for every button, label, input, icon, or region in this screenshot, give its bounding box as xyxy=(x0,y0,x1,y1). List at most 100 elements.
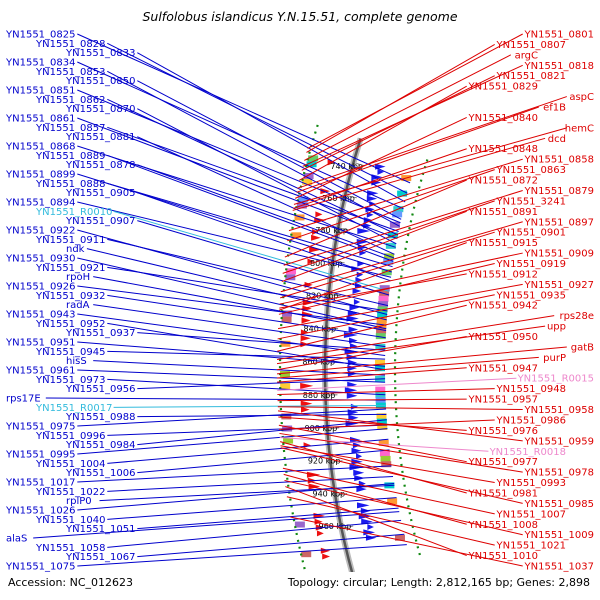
kbp-tick-mark xyxy=(347,195,357,199)
gene-label: YN1551_0993 xyxy=(496,478,567,489)
gene-label: YN1551_0850 xyxy=(65,76,136,87)
leader-line xyxy=(93,360,386,376)
leader-line xyxy=(77,428,388,455)
leader-line xyxy=(77,33,411,184)
gene-label: YN1551_0915 xyxy=(468,238,539,249)
leader-line xyxy=(77,544,407,567)
gene-label: radA xyxy=(66,300,90,311)
gene-label: alaS xyxy=(6,534,27,545)
leader-line xyxy=(107,238,389,307)
kbp-tick-label: 940 kbp xyxy=(313,489,346,498)
gene-label: YN1551_0807 xyxy=(496,40,567,51)
gene-label: YN1551_0950 xyxy=(468,332,539,343)
gene-label: YN1551_0853 xyxy=(35,67,106,78)
gene-label: YN1551_1007 xyxy=(496,509,567,520)
cog-block xyxy=(308,155,319,162)
kbp-tick-mark xyxy=(344,525,354,529)
leader-line xyxy=(278,416,467,431)
accession-text: Accession: NC_012623 xyxy=(8,576,133,589)
gene-label: YN1551_0894 xyxy=(5,198,76,209)
leader-line xyxy=(297,96,567,189)
leader-line xyxy=(279,242,467,311)
forward-gene xyxy=(350,403,358,410)
leader-line xyxy=(137,164,395,259)
leader-line xyxy=(293,127,567,205)
gene-label: YN1551_0829 xyxy=(468,82,539,93)
gene-label: YN1551_0976 xyxy=(468,426,539,437)
reverse-gene xyxy=(303,442,311,449)
gene-label: YN1551_0834 xyxy=(5,58,76,69)
kbp-tick-label: 880 kbp xyxy=(303,391,336,400)
kbp-tick-label: 900 kbp xyxy=(305,424,338,433)
genome-summary-text: Topology: circular; Length: 2,812,165 bp… xyxy=(287,576,590,589)
leader-line xyxy=(137,108,397,245)
leader-line xyxy=(285,486,467,557)
cog-block xyxy=(376,317,387,324)
forward-gene xyxy=(367,190,379,197)
cog-block xyxy=(283,437,294,444)
leader-line xyxy=(77,145,396,248)
leader-line xyxy=(284,479,523,536)
leader-line xyxy=(306,43,495,153)
leader-line xyxy=(284,179,467,258)
reverse-gene xyxy=(300,382,314,389)
gene-label: YN1551_0881 xyxy=(65,132,136,143)
reverse-gene xyxy=(314,518,323,525)
leader-line xyxy=(277,406,523,411)
cog-block xyxy=(375,359,386,366)
gene-label: YN1551_0959 xyxy=(524,436,595,447)
cog-block xyxy=(397,190,408,197)
leader-line xyxy=(107,497,397,520)
cog-block xyxy=(379,450,390,457)
gene-label: YN1551_0840 xyxy=(468,113,539,124)
reverse-gene xyxy=(300,400,313,407)
gene-label: YN1551_0961 xyxy=(5,366,76,377)
reverse-gene xyxy=(301,317,311,324)
gene-label: YN1551_1026 xyxy=(5,506,76,517)
leader-line xyxy=(77,369,386,383)
leader-line xyxy=(280,231,495,299)
leader-line xyxy=(77,465,392,483)
gene-label: YN1551_1017 xyxy=(5,478,76,489)
cog-block xyxy=(280,383,291,390)
leader-line xyxy=(276,336,467,371)
forward-gene xyxy=(356,271,364,278)
leader-line xyxy=(93,276,387,332)
leader-line xyxy=(107,519,402,548)
gene-label: ndk xyxy=(66,244,85,255)
gene-label: YN1551_0995 xyxy=(5,450,76,461)
leader-line xyxy=(277,367,467,383)
leader-line xyxy=(137,533,405,558)
gene-label: YN1551_1075 xyxy=(5,562,76,573)
gene-label: YN1551_0958 xyxy=(524,405,595,416)
cog-block xyxy=(280,340,291,347)
cog-block xyxy=(285,274,296,281)
leader-line xyxy=(292,137,546,211)
leader-line xyxy=(33,511,400,539)
leader-line xyxy=(299,85,467,181)
leader-line xyxy=(107,294,386,339)
gene-label: YN1551_1010 xyxy=(468,551,539,562)
leader-line xyxy=(107,378,386,396)
leader-line xyxy=(77,483,395,511)
gene-label: YN1551_0851 xyxy=(5,86,76,97)
gene-label: YN1551_0879 xyxy=(524,186,595,197)
cog-block xyxy=(375,365,386,372)
kbp-tick-mark xyxy=(331,294,341,297)
gene-label: YN1551_0848 xyxy=(468,144,539,155)
gene-label: YN1551_0956 xyxy=(65,384,136,395)
gene-label: YN1551_0905 xyxy=(65,188,136,199)
leader-line xyxy=(307,33,523,149)
gene-label: YN1551_0828 xyxy=(35,39,106,50)
cog-block xyxy=(378,295,389,302)
cog-block xyxy=(281,310,292,317)
gene-label: upp xyxy=(547,322,566,333)
gene-label: YN1551_0870 xyxy=(65,104,136,115)
gene-label: YN1551_0919 xyxy=(496,259,567,270)
leader-line xyxy=(137,507,399,530)
forward-gene xyxy=(357,227,371,234)
gene-label: purP xyxy=(543,353,566,364)
gene-label: YN1551_0825 xyxy=(5,30,76,41)
leader-line xyxy=(137,378,386,390)
tick-circle-0 xyxy=(393,159,429,558)
